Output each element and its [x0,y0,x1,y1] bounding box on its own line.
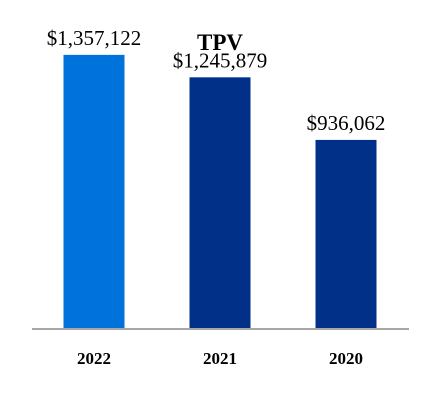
bars-layer: $1,357,122 $1,245,879 $936,062 [47,26,386,329]
bar-2022 [63,54,125,329]
value-label-2021: $1,245,879 [173,48,268,72]
tick-label-2021: 2021 [203,349,237,368]
bar-2021 [189,77,251,329]
bar-2020 [315,139,377,329]
value-label-2022: $1,357,122 [47,26,142,50]
tick-label-2022: 2022 [77,349,111,368]
x-tick-labels: 2022 2021 2020 [77,349,363,368]
value-label-2020: $936,062 [307,111,386,135]
chart-title: TPV [197,30,243,55]
tick-label-2020: 2020 [329,349,363,368]
